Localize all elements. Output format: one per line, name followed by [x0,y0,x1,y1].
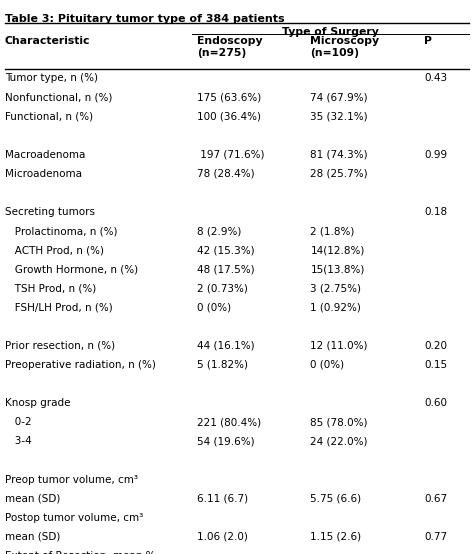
Text: 0.99: 0.99 [424,150,447,160]
Text: 44 (16.1%): 44 (16.1%) [197,341,255,351]
Text: Microscopy
(n=109): Microscopy (n=109) [310,36,380,58]
Text: 100 (36.4%): 100 (36.4%) [197,111,261,121]
Text: Characteristic: Characteristic [5,36,90,46]
Text: Preoperative radiation, n (%): Preoperative radiation, n (%) [5,360,155,370]
Text: 12 (11.0%): 12 (11.0%) [310,341,368,351]
Text: Prolactinoma, n (%): Prolactinoma, n (%) [5,226,117,236]
Text: 1.06 (2.0): 1.06 (2.0) [197,532,247,542]
Text: 78 (28.4%): 78 (28.4%) [197,168,255,179]
Text: Tumor type, n (%): Tumor type, n (%) [5,73,98,83]
Text: 221 (80.4%): 221 (80.4%) [197,417,261,427]
Text: 6.11 (6.7): 6.11 (6.7) [197,494,248,504]
Text: FSH/LH Prod, n (%): FSH/LH Prod, n (%) [5,302,112,312]
Text: 81 (74.3%): 81 (74.3%) [310,150,368,160]
Text: Endoscopy
(n=275): Endoscopy (n=275) [197,36,262,58]
Text: Type of Surgery: Type of Surgery [282,27,379,37]
Text: 0.60: 0.60 [424,398,447,408]
Text: Postop tumor volume, cm³: Postop tumor volume, cm³ [5,513,143,523]
Text: 0.20: 0.20 [424,341,447,351]
Text: Preop tumor volume, cm³: Preop tumor volume, cm³ [5,474,138,485]
Text: Macroadenoma: Macroadenoma [5,150,85,160]
Text: Extent of Resection, mean %: Extent of Resection, mean % [5,551,155,554]
Text: TSH Prod, n (%): TSH Prod, n (%) [5,284,96,294]
Text: 0.18: 0.18 [424,207,447,217]
Text: Microadenoma: Microadenoma [5,168,82,179]
Text: 1.15 (2.6): 1.15 (2.6) [310,532,362,542]
Text: ACTH Prod, n (%): ACTH Prod, n (%) [5,245,104,255]
Text: 0 (0%): 0 (0%) [310,360,345,370]
Text: 48 (17.5%): 48 (17.5%) [197,264,255,274]
Text: 74 (67.9%): 74 (67.9%) [310,92,368,102]
Text: 1 (0.92%): 1 (0.92%) [310,302,361,312]
Text: 197 (71.6%): 197 (71.6%) [197,150,264,160]
Text: 42 (15.3%): 42 (15.3%) [197,245,255,255]
Text: 24 (22.0%): 24 (22.0%) [310,437,368,447]
Text: 3-4: 3-4 [5,437,31,447]
Text: 2 (1.8%): 2 (1.8%) [310,226,355,236]
Text: 15(13.8%): 15(13.8%) [310,264,365,274]
Text: Table 3: Pituitary tumor type of 384 patients: Table 3: Pituitary tumor type of 384 pat… [5,14,284,24]
Text: Prior resection, n (%): Prior resection, n (%) [5,341,115,351]
Text: P: P [424,36,432,46]
Text: 8 (2.9%): 8 (2.9%) [197,226,241,236]
Text: 5 (1.82%): 5 (1.82%) [197,360,248,370]
Text: 175 (63.6%): 175 (63.6%) [197,92,261,102]
Text: 0 (0%): 0 (0%) [197,302,231,312]
Text: 0.43: 0.43 [424,73,447,83]
Text: Knosp grade: Knosp grade [5,398,70,408]
Text: Secreting tumors: Secreting tumors [5,207,95,217]
Text: 5.75 (6.6): 5.75 (6.6) [310,494,362,504]
Text: Functional, n (%): Functional, n (%) [5,111,93,121]
Text: 35 (32.1%): 35 (32.1%) [310,111,368,121]
Text: 14(12.8%): 14(12.8%) [310,245,365,255]
Text: 28 (25.7%): 28 (25.7%) [310,168,368,179]
Text: Growth Hormone, n (%): Growth Hormone, n (%) [5,264,138,274]
Text: mean (SD): mean (SD) [5,494,60,504]
Text: 0.77: 0.77 [424,532,447,542]
Text: 0.67: 0.67 [424,494,447,504]
Text: mean (SD): mean (SD) [5,532,60,542]
Text: 2 (0.73%): 2 (0.73%) [197,284,247,294]
Text: 85 (78.0%): 85 (78.0%) [310,417,368,427]
Text: 54 (19.6%): 54 (19.6%) [197,437,255,447]
Text: 0.15: 0.15 [424,360,447,370]
Text: Nonfunctional, n (%): Nonfunctional, n (%) [5,92,112,102]
Text: 0-2: 0-2 [5,417,31,427]
Text: 3 (2.75%): 3 (2.75%) [310,284,362,294]
